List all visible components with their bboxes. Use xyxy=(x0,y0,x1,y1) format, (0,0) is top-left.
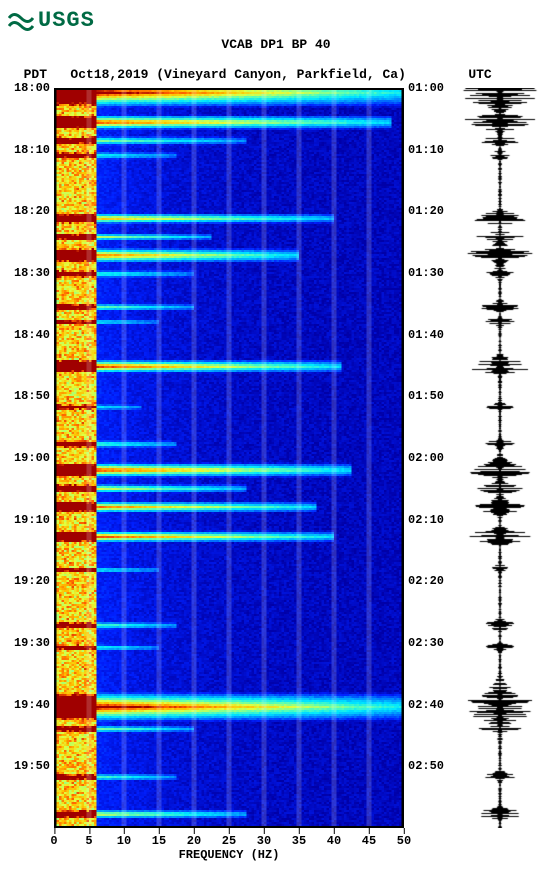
x-tick: 40 xyxy=(327,834,341,848)
x-tick: 15 xyxy=(152,834,166,848)
utc-tick: 01:40 xyxy=(408,329,444,341)
pdt-tick: 18:40 xyxy=(14,329,50,341)
utc-tick: 02:00 xyxy=(408,452,444,464)
x-tick: 0 xyxy=(50,834,57,848)
pdt-tick: 18:00 xyxy=(14,82,50,94)
utc-tick: 01:50 xyxy=(408,390,444,402)
usgs-wave-icon xyxy=(8,9,34,33)
spectrogram-panel: FREQUENCY (HZ) 05101520253035404550 xyxy=(54,88,404,862)
utc-tick: 01:10 xyxy=(408,144,444,156)
chart-title: VCAB DP1 BP 40 xyxy=(8,37,544,52)
pdt-tick: 19:20 xyxy=(14,575,50,587)
utc-tick: 01:20 xyxy=(408,205,444,217)
x-tick: 35 xyxy=(292,834,306,848)
pdt-tick: 19:10 xyxy=(14,514,50,526)
pdt-tick: 18:10 xyxy=(14,144,50,156)
x-tick: 10 xyxy=(117,834,131,848)
utc-tick: 02:20 xyxy=(408,575,444,587)
tz-right-label: UTC xyxy=(468,67,491,82)
utc-tick: 02:10 xyxy=(408,514,444,526)
x-tick: 30 xyxy=(257,834,271,848)
pdt-tick: 18:30 xyxy=(14,267,50,279)
pdt-tick: 19:40 xyxy=(14,699,50,711)
location-label: (Vineyard Canyon, Parkfield, Ca) xyxy=(156,67,406,82)
x-axis-label: FREQUENCY (HZ) xyxy=(179,848,280,862)
y-axis-pdt: 18:0018:1018:2018:3018:4018:5019:0019:10… xyxy=(8,88,54,828)
x-tick: 20 xyxy=(187,834,201,848)
seismogram-canvas xyxy=(460,88,540,828)
pdt-tick: 19:00 xyxy=(14,452,50,464)
x-axis-frequency: FREQUENCY (HZ) 05101520253035404550 xyxy=(54,828,404,862)
utc-tick: 02:30 xyxy=(408,637,444,649)
pdt-tick: 18:50 xyxy=(14,390,50,402)
plot-area: 18:0018:1018:2018:3018:4018:5019:0019:10… xyxy=(8,88,544,862)
x-tick: 5 xyxy=(85,834,92,848)
date-label: Oct18,2019 xyxy=(70,67,148,82)
utc-tick: 01:00 xyxy=(408,82,444,94)
pdt-tick: 18:20 xyxy=(14,205,50,217)
usgs-logo: USGS xyxy=(8,8,544,33)
pdt-tick: 19:30 xyxy=(14,637,50,649)
usgs-logo-text: USGS xyxy=(38,8,95,33)
x-tick: 25 xyxy=(222,834,236,848)
seismogram-panel xyxy=(460,88,540,828)
utc-tick: 01:30 xyxy=(408,267,444,279)
tz-left-label: PDT xyxy=(24,67,47,82)
pdt-tick: 19:50 xyxy=(14,760,50,772)
y-axis-utc: 01:0001:1001:2001:3001:4001:5002:0002:10… xyxy=(404,88,450,828)
x-tick: 50 xyxy=(397,834,411,848)
chart-subtitle: PDT Oct18,2019 (Vineyard Canyon, Parkfie… xyxy=(8,52,544,82)
utc-tick: 02:50 xyxy=(408,760,444,772)
utc-tick: 02:40 xyxy=(408,699,444,711)
x-tick: 45 xyxy=(362,834,376,848)
spectrogram-canvas xyxy=(54,88,404,828)
